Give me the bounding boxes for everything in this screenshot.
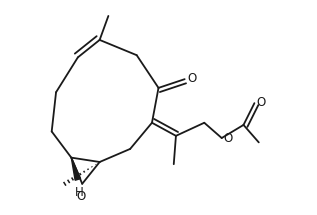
Text: H: H [74, 186, 83, 199]
Text: O: O [76, 190, 86, 203]
Text: O: O [256, 95, 266, 109]
Polygon shape [71, 158, 81, 180]
Text: O: O [187, 72, 197, 84]
Text: O: O [223, 132, 233, 144]
